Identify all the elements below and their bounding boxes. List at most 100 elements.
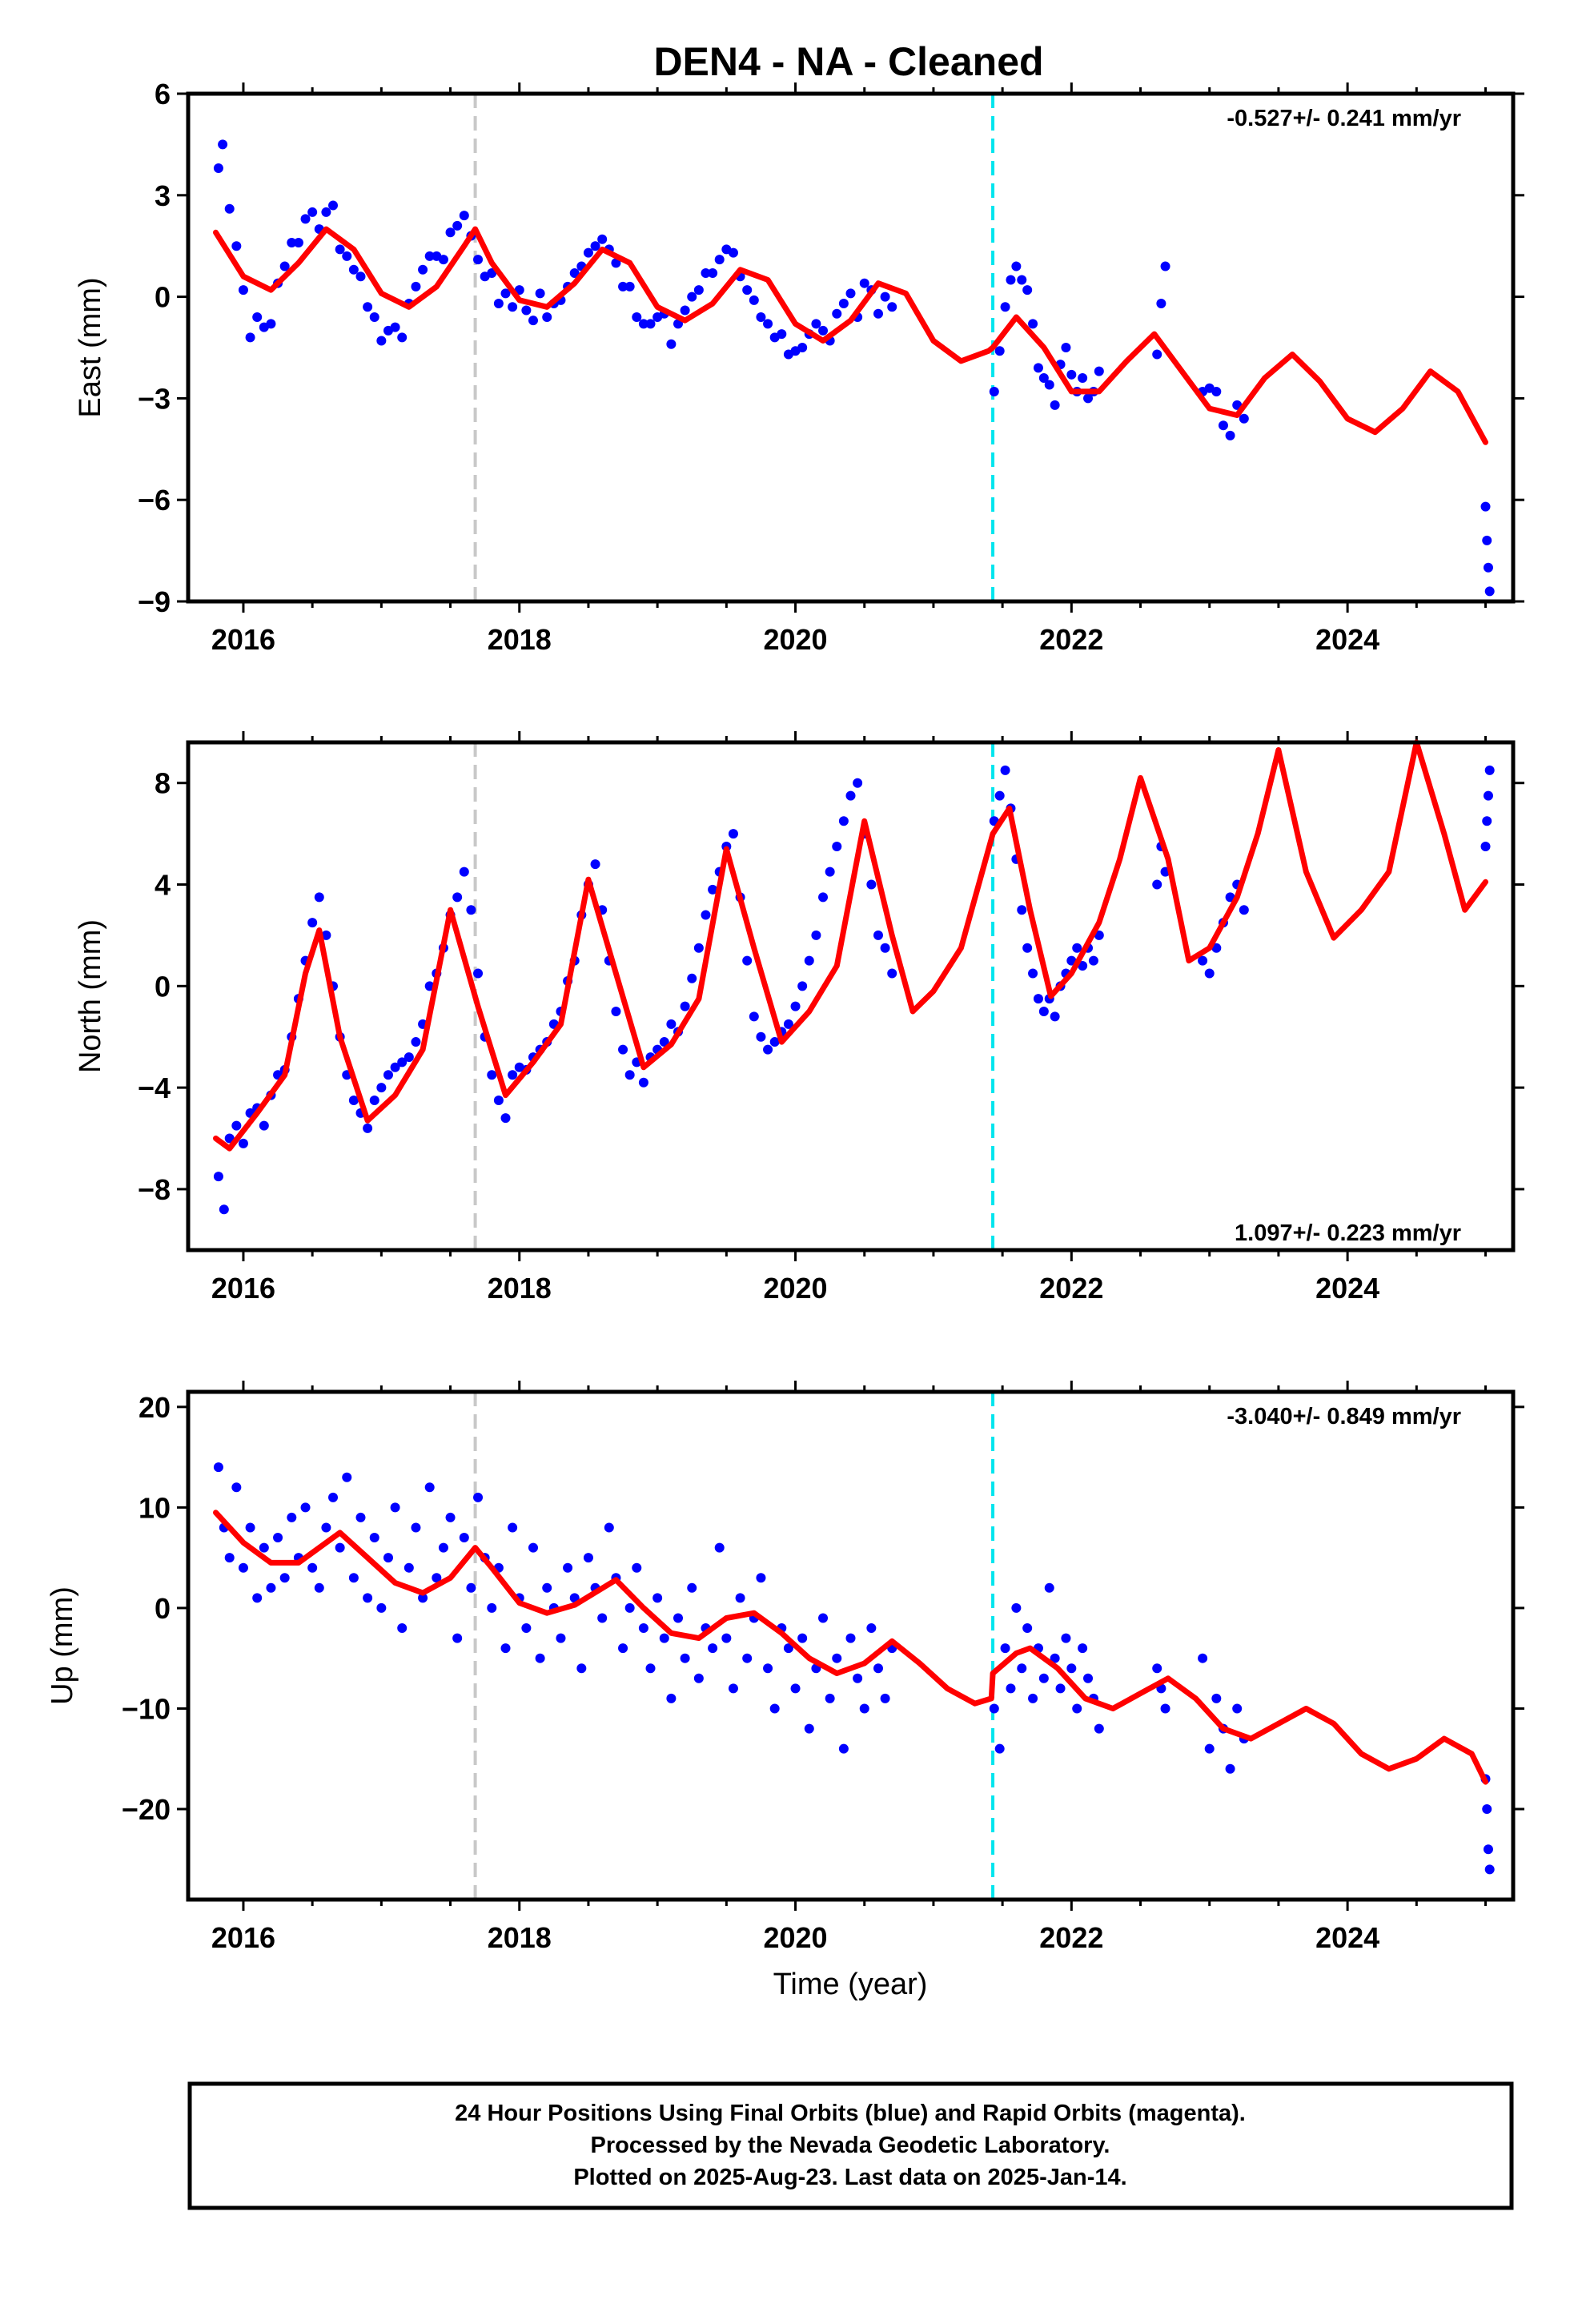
up-data-point [466,1582,476,1593]
north-data-point [1072,943,1082,953]
east-xtick-label: 2016 [211,623,275,656]
up-model-line [213,1510,1488,1785]
north-data-point [624,1070,635,1080]
north-data-point [307,918,318,928]
up-data-point [583,1553,593,1563]
up-data-point [666,1693,677,1703]
north-data-point [1078,960,1088,971]
east-data-point [1484,586,1495,597]
east-data-point [342,251,352,261]
north-ytick-label: −4 [138,1072,171,1104]
north-data-point [466,905,476,915]
up-data-point [445,1512,456,1522]
north-xtick-label: 2022 [1039,1272,1103,1305]
north-data-point [213,1172,223,1182]
panel-east-ylabel: East (mm) [74,277,107,417]
north-xtick-label: 2024 [1315,1272,1379,1305]
up-data-point [790,1683,801,1694]
up-data-point [880,1693,890,1703]
east-ytick-label: 3 [155,179,171,212]
east-data-point [590,241,600,251]
up-data-point [383,1553,393,1563]
east-data-point [1038,373,1049,384]
east-data-point [1483,562,1493,573]
up-data-point [859,1703,869,1714]
east-ytick-label: −9 [138,585,171,618]
up-data-point [1152,1663,1162,1674]
north-data-point [853,778,863,788]
up-data-point [342,1472,352,1482]
up-data-point [866,1623,877,1634]
north-data-point [1239,905,1249,915]
east-data-point [218,139,228,150]
up-data-point [279,1573,290,1583]
up-data-point [418,1593,428,1603]
north-data-point [742,955,753,966]
north-data-point [659,1037,669,1047]
up-data-point [673,1613,684,1623]
north-data-point [231,1120,242,1131]
east-data-point [673,319,684,329]
north-data-point [383,1070,393,1080]
north-data-point [756,1031,766,1042]
north-data-point [1483,790,1493,801]
up-data-point [714,1542,725,1553]
east-data-point [1218,420,1228,431]
east-data-point [508,302,518,312]
north-data-point [783,1019,793,1029]
up-xtick-label: 2018 [488,1921,552,1954]
up-data-point [1006,1683,1016,1694]
up-data-point [1225,1763,1235,1774]
up-data-point [528,1542,538,1553]
up-data-point [708,1643,718,1654]
east-data-point [1066,369,1077,380]
east-data-point [355,271,366,282]
footer-line-2: Processed by the Nevada Geodetic Laborat… [591,2133,1110,2158]
north-data-point [866,879,877,890]
east-data-point [528,316,538,326]
east-data-point [245,332,255,343]
up-data-point [1044,1582,1054,1593]
east-data-point [252,312,263,322]
north-data-point [487,1070,497,1080]
up-data-point [1482,1804,1492,1815]
north-model-line [213,739,1488,1152]
north-data-point [638,1077,648,1088]
north-data-point [219,1204,229,1215]
east-data-point [859,278,869,288]
east-data-point [714,255,725,265]
north-data-point [404,1052,414,1063]
east-data-point [348,264,359,275]
east-data-point [224,203,235,214]
north-data-point [680,1001,690,1011]
up-data-point [521,1623,532,1634]
north-data-point [693,943,704,953]
east-data-point [1211,386,1222,396]
east-data-point [1225,430,1235,440]
north-data-point [1482,816,1492,826]
north-data-point [749,1011,759,1022]
up-data-point [1232,1703,1243,1714]
east-data-point [1482,535,1492,545]
east-data-point [638,319,648,329]
east-data-point [1011,261,1022,271]
east-data-point [1239,413,1249,424]
up-data-point [1072,1703,1082,1714]
east-data-point [583,247,593,258]
up-data-point [756,1573,766,1583]
up-data-point [597,1613,608,1623]
up-data-point [487,1602,497,1613]
north-data-point [880,943,890,953]
east-data-point [424,251,435,261]
up-ytick-label: 20 [139,1391,171,1424]
east-data-point [618,281,628,292]
east-data-point [287,237,297,247]
east-data-point [838,299,849,309]
east-data-point [1017,275,1027,285]
panel-east-data: 2016 2018 2020 2022 2024 −9 −6 −3 0 3 6 [138,78,1524,656]
up-data-point [624,1602,635,1613]
panel-east-rate: -0.527+/- 0.241 mm/yr [1227,106,1461,131]
east-data-point [321,207,331,217]
up-data-point [1028,1693,1038,1703]
